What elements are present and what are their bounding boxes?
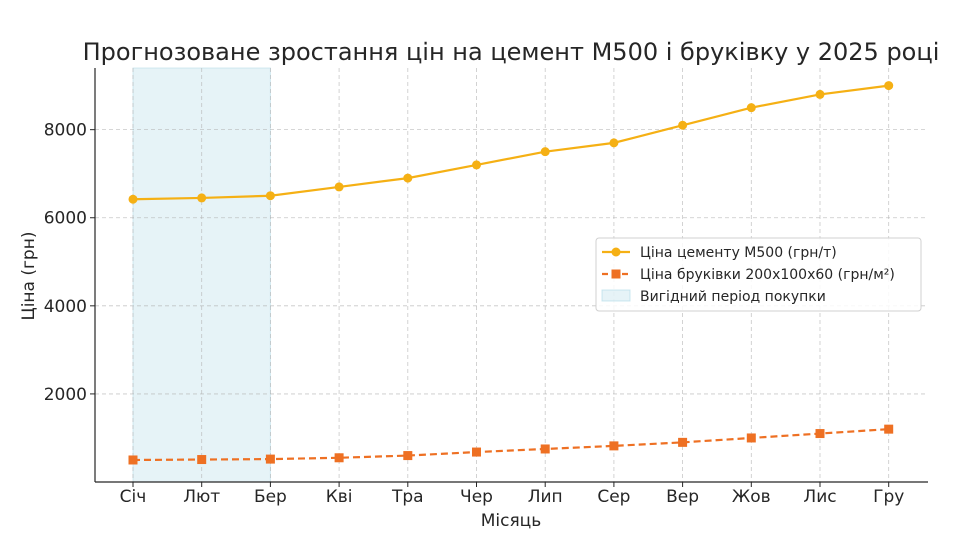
y-tick-label: 2000 xyxy=(44,385,87,405)
x-tick-label: Бер xyxy=(254,487,287,507)
x-tick-label: Лип xyxy=(528,487,563,507)
data-point xyxy=(334,182,344,192)
x-tick-label: Гру xyxy=(873,487,904,507)
data-point xyxy=(815,89,825,99)
legend-paving-marker xyxy=(611,269,621,279)
data-point xyxy=(128,194,138,204)
legend-cement-marker xyxy=(611,247,621,257)
data-point xyxy=(884,81,894,91)
x-tick-label: Січ xyxy=(120,487,147,507)
data-point xyxy=(403,451,413,461)
data-point xyxy=(609,441,619,451)
data-point xyxy=(609,138,619,148)
axes-layer: Січ Лют Бер Кві Тра Чер Лип Сер Вер Жов Лис Гру 2000… xyxy=(44,68,928,507)
x-tick-label: Вер xyxy=(666,487,699,507)
legend-cement-label: Ціна цементу М500 (грн/т) xyxy=(640,245,837,261)
x-tick-label: Жов xyxy=(732,487,771,507)
data-point xyxy=(540,147,550,157)
y-axis-title: Ціна (грн) xyxy=(19,232,39,321)
series-layer xyxy=(128,81,894,465)
data-point xyxy=(265,454,275,464)
data-point xyxy=(815,429,825,439)
legend-highlight-label: Вигідний період покупки xyxy=(640,289,826,305)
data-point xyxy=(746,433,756,443)
data-point xyxy=(540,444,550,454)
chart-title: Прогнозоване зростання цін на цемент М50… xyxy=(83,38,940,66)
data-point xyxy=(128,455,138,465)
data-point xyxy=(678,437,688,447)
data-point xyxy=(678,120,688,130)
data-point xyxy=(403,173,413,183)
y-tick-label: 4000 xyxy=(44,297,87,317)
x-tick-label: Сер xyxy=(597,487,630,507)
data-point xyxy=(197,455,207,465)
series-line-1 xyxy=(132,428,889,462)
x-tick-label: Лис xyxy=(803,487,836,507)
y-tick-label: 6000 xyxy=(44,209,87,229)
legend-highlight-swatch xyxy=(601,289,631,302)
legend-box xyxy=(595,237,922,312)
x-tick-label: Тра xyxy=(391,487,424,507)
x-tick-label: Лют xyxy=(183,487,220,507)
data-point xyxy=(472,160,481,170)
data-point xyxy=(197,193,207,203)
x-tick-label: Чер xyxy=(460,487,493,507)
y-tick-label: 8000 xyxy=(44,121,87,141)
legend: Ціна цементу М500 (грн/т) Ціна бруківки … xyxy=(595,237,922,312)
data-point xyxy=(884,424,894,434)
data-point xyxy=(472,447,481,457)
data-point xyxy=(746,103,756,113)
series-line-0 xyxy=(132,84,889,201)
legend-paving-label: Ціна бруківки 200х100х60 (грн/м²) xyxy=(640,267,895,283)
x-axis-title: Місяць xyxy=(481,511,542,531)
data-point xyxy=(265,191,275,201)
x-tick-label: Кві xyxy=(326,487,353,507)
data-point xyxy=(334,453,344,463)
